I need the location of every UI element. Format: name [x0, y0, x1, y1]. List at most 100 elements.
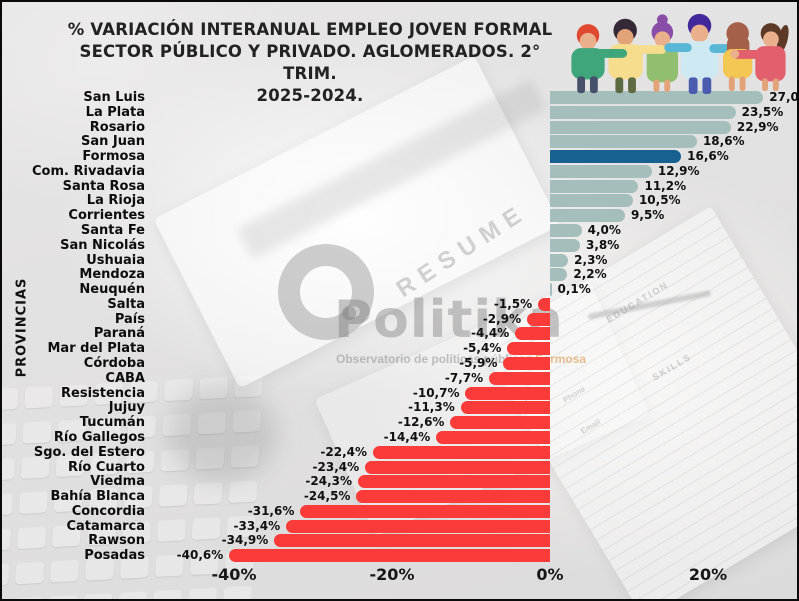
bar-row: Formosa 16,6%: [2, 149, 797, 165]
category-label: La Plata: [85, 104, 145, 120]
value-label: -22,4%: [320, 444, 368, 459]
value-label: -14,4%: [383, 429, 431, 444]
category-label: Bahía Blanca: [50, 489, 145, 505]
bar-row: Río Gallegos -14,4%: [2, 429, 797, 445]
category-label: Neuquén: [79, 282, 145, 298]
category-label: Tucumán: [79, 415, 145, 431]
value-label: -34,9%: [221, 533, 269, 548]
value-label: 3,8%: [586, 237, 620, 252]
bar: [550, 135, 697, 149]
group-of-people-illustration: [571, 13, 789, 95]
bar: [373, 445, 550, 459]
category-label: Resistencia: [61, 385, 145, 401]
bar: [356, 490, 550, 504]
category-label: Mar del Plata: [47, 341, 146, 357]
value-label: -10,7%: [412, 385, 460, 400]
bar-row: Neuquén 0,1%: [2, 282, 797, 298]
bar-row: Catamarca -33,4%: [2, 518, 797, 534]
value-label: -31,6%: [247, 503, 295, 518]
category-label: Río Cuarto: [67, 459, 145, 475]
value-label: 2,3%: [574, 252, 608, 267]
bar-row: San Nicolás 3,8%: [2, 237, 797, 253]
bar: [550, 253, 569, 267]
bar-row: Bahía Blanca -24,5%: [2, 489, 797, 505]
bar-row: Concordia -31,6%: [2, 503, 797, 519]
category-label: La Rioja: [86, 193, 145, 209]
value-label: -24,5%: [303, 489, 351, 504]
category-label: Viedma: [90, 474, 145, 490]
category-label: San Nicolás: [60, 237, 145, 253]
bar: [365, 460, 550, 474]
bar-row: País -2,9%: [2, 311, 797, 327]
category-label: San Juan: [80, 134, 145, 150]
bar-row: Santa Rosa 11,2%: [2, 178, 797, 194]
bar: [550, 209, 626, 223]
category-label: Santa Rosa: [62, 178, 145, 194]
value-label: -2,9%: [482, 311, 522, 326]
bar-row: Mendoza 2,2%: [2, 267, 797, 282]
category-label: Jujuy: [108, 400, 145, 416]
bar-row: Ushuaia 2,3%: [2, 252, 797, 268]
value-label: 16,6%: [687, 149, 729, 164]
bar-row: Com. Rivadavia 12,9%: [2, 163, 797, 179]
bar: [550, 105, 736, 119]
watermark-subtitle-text: Observatorio de políticas públicas: [336, 352, 533, 366]
bar-row: Mar del Plata -5,4%: [2, 341, 797, 357]
bar-row: La Plata 23,5%: [2, 104, 797, 120]
chart-title: % VARIACIÓN INTERANUAL EMPLEO JOVEN FORM…: [50, 19, 570, 107]
chart-title-line: 2025-2024.: [256, 86, 364, 105]
bar: [358, 475, 550, 489]
value-label: 11,2%: [644, 178, 687, 193]
bar: [550, 238, 581, 252]
category-label: Catamarca: [66, 518, 145, 534]
bar-row: Córdoba -5,9%: [2, 356, 797, 371]
value-label: 12,9%: [657, 163, 700, 178]
bar: [274, 534, 550, 548]
value-label: -33,4%: [233, 518, 281, 533]
bar: [229, 549, 550, 563]
bar-row: Posadas -40,6%: [2, 548, 797, 564]
value-label: -5,4%: [463, 341, 502, 356]
category-label: San Luis: [83, 90, 145, 105]
category-label: Sgo. del Estero: [33, 444, 145, 460]
value-label: -24,3%: [305, 474, 353, 489]
bar-row: Santa Fe 4,0%: [2, 223, 797, 238]
bar: [527, 312, 550, 326]
category-label: País: [114, 311, 145, 327]
bar: [550, 224, 582, 238]
category-label: Concordia: [71, 503, 145, 519]
bar-row: La Rioja 10,5%: [2, 193, 797, 209]
bar: [550, 120, 731, 134]
bar-row: Paraná -4,4%: [2, 326, 797, 342]
bar: [489, 371, 550, 385]
category-label: Com. Rivadavia: [32, 163, 145, 179]
watermark-subtitle: Observatorio de políticas públicas Formo…: [336, 352, 586, 366]
bar: [436, 430, 550, 444]
category-label: Salta: [107, 296, 145, 312]
bar-row: Rawson -34,9%: [2, 533, 797, 548]
value-label: -5,9%: [459, 356, 498, 371]
value-label: 23,5%: [741, 104, 784, 119]
chart-title-line: % VARIACIÓN INTERANUAL EMPLEO JOVEN FORM…: [67, 20, 553, 39]
category-label: Formosa: [82, 149, 145, 165]
value-label: 10,5%: [638, 193, 681, 208]
bar-row: Corrientes 9,5%: [2, 208, 797, 224]
bar: [507, 342, 550, 356]
category-label: Paraná: [93, 326, 145, 342]
category-label: Corrientes: [68, 208, 145, 224]
bar: [515, 327, 550, 341]
bar-row: San Juan 18,6%: [2, 134, 797, 150]
value-label: -1,5%: [493, 296, 533, 311]
x-axis-tick-label: 0%: [536, 565, 564, 584]
value-label: -4,4%: [470, 326, 510, 341]
category-label: Posadas: [84, 548, 145, 564]
value-label: 22,9%: [736, 119, 779, 134]
bar-row: Resistencia -10,7%: [2, 385, 797, 401]
bar: [465, 386, 550, 400]
bar-row: Jujuy -11,3%: [2, 400, 797, 416]
value-label: 2,2%: [573, 267, 607, 282]
category-label: CABA: [105, 370, 145, 386]
